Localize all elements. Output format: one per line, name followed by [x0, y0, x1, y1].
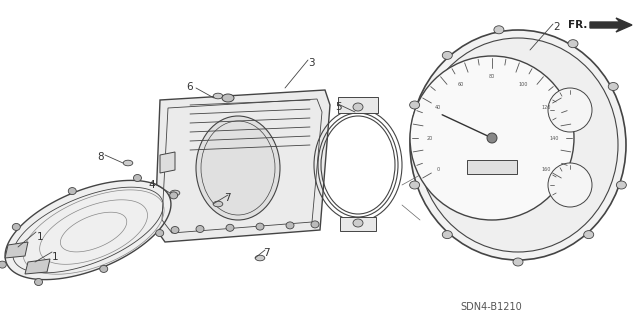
Ellipse shape — [222, 94, 234, 102]
Ellipse shape — [494, 26, 504, 34]
Text: 2: 2 — [553, 22, 559, 32]
Text: SDN4-B1210: SDN4-B1210 — [460, 302, 522, 312]
Polygon shape — [338, 97, 378, 113]
Text: 40: 40 — [435, 105, 442, 109]
Ellipse shape — [410, 56, 574, 220]
Ellipse shape — [548, 88, 592, 132]
Ellipse shape — [170, 192, 178, 199]
Ellipse shape — [410, 30, 626, 260]
Text: 7: 7 — [224, 193, 230, 203]
Ellipse shape — [353, 103, 363, 111]
Ellipse shape — [170, 190, 180, 196]
Text: FR.: FR. — [568, 20, 587, 30]
Polygon shape — [5, 242, 28, 258]
Ellipse shape — [616, 181, 627, 189]
Text: 60: 60 — [458, 82, 464, 87]
Text: 1: 1 — [37, 232, 44, 242]
Ellipse shape — [608, 83, 618, 91]
Ellipse shape — [311, 221, 319, 228]
Ellipse shape — [584, 231, 594, 239]
Text: 7: 7 — [263, 248, 269, 258]
Ellipse shape — [418, 38, 618, 252]
Text: 140: 140 — [549, 135, 559, 140]
Polygon shape — [590, 18, 632, 32]
Ellipse shape — [134, 174, 141, 181]
Text: 4: 4 — [148, 180, 155, 190]
Text: 80: 80 — [489, 74, 495, 78]
Text: 1: 1 — [52, 252, 59, 262]
Ellipse shape — [256, 223, 264, 230]
Ellipse shape — [0, 261, 6, 268]
Ellipse shape — [548, 163, 592, 207]
Polygon shape — [25, 259, 50, 274]
Ellipse shape — [171, 227, 179, 234]
Bar — [467, 160, 517, 174]
Ellipse shape — [124, 160, 133, 166]
Ellipse shape — [513, 258, 523, 266]
Ellipse shape — [353, 219, 363, 227]
Ellipse shape — [68, 188, 76, 195]
Ellipse shape — [213, 201, 223, 207]
Ellipse shape — [35, 278, 42, 285]
Ellipse shape — [442, 231, 452, 239]
Text: 20: 20 — [427, 135, 433, 140]
Ellipse shape — [410, 101, 420, 109]
Ellipse shape — [410, 181, 420, 189]
Ellipse shape — [286, 222, 294, 229]
Ellipse shape — [196, 116, 280, 220]
Ellipse shape — [100, 266, 108, 272]
Polygon shape — [340, 217, 376, 231]
Ellipse shape — [213, 93, 223, 99]
Ellipse shape — [442, 52, 452, 60]
Text: 160: 160 — [541, 166, 550, 172]
Ellipse shape — [568, 40, 578, 48]
Polygon shape — [160, 152, 175, 173]
Text: 8: 8 — [97, 152, 104, 162]
Text: 6: 6 — [186, 82, 193, 92]
Polygon shape — [5, 180, 171, 280]
Ellipse shape — [487, 133, 497, 143]
Ellipse shape — [12, 223, 20, 230]
Ellipse shape — [156, 229, 164, 236]
Text: 5: 5 — [335, 102, 342, 112]
Text: 0: 0 — [436, 166, 440, 172]
Text: 100: 100 — [518, 82, 528, 87]
Polygon shape — [155, 90, 330, 242]
Text: 3: 3 — [308, 58, 315, 68]
Ellipse shape — [196, 226, 204, 233]
Ellipse shape — [255, 255, 265, 261]
Text: 120: 120 — [541, 105, 550, 109]
Ellipse shape — [226, 224, 234, 231]
